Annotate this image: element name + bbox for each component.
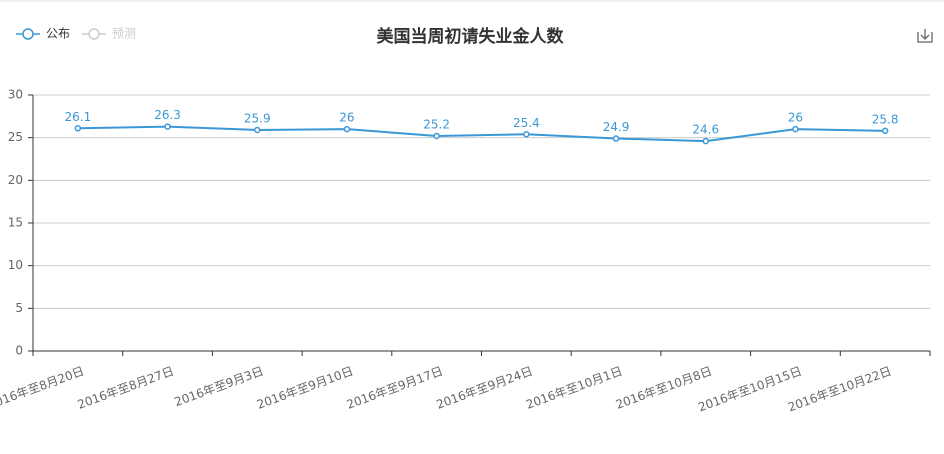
legend-marker (88, 28, 100, 40)
legend-label: 公布 (46, 27, 70, 41)
series-line (77, 125, 886, 143)
point (74, 125, 82, 132)
data-label: 26 (788, 111, 803, 125)
data-label: 25.2 (423, 117, 450, 131)
data-label: 25.8 (872, 112, 899, 126)
data-label: 25.4 (513, 116, 540, 130)
x-tick-label: 2016年至9月24日 (434, 364, 534, 412)
data-label: 26.1 (64, 110, 91, 124)
chart-title: 美国当周初请失业金人数 (377, 26, 565, 47)
point (702, 137, 709, 145)
point (792, 125, 799, 133)
data-label: 25.9 (244, 111, 271, 125)
x-tick-label: 2016年至9月3日 (173, 364, 266, 409)
x-tick-label: 2016年至10月1日 (524, 364, 624, 412)
download-icon[interactable] (917, 29, 933, 43)
y-tick-label: 5 (15, 301, 23, 315)
x-tick-label: 2016年至9月10日 (255, 364, 355, 412)
point (343, 125, 351, 133)
point (254, 126, 261, 134)
x-tick-label: 2016年至8月27日 (76, 364, 176, 412)
y-tick-label: 0 (15, 344, 23, 358)
data-label: 26.3 (154, 108, 181, 122)
x-tick-label: 2016年至9月17日 (345, 364, 445, 412)
data-label: 26 (339, 111, 354, 125)
point (881, 127, 889, 135)
x-tick-label: 2016年至10月22日 (786, 364, 893, 414)
y-tick-label: 15 (8, 216, 23, 230)
data-label: 24.6 (692, 123, 719, 137)
data-label: 24.9 (603, 120, 630, 134)
legend-label: 预测 (112, 27, 136, 41)
y-tick-label: 20 (8, 173, 23, 187)
legend-marker (22, 28, 34, 40)
y-tick-label: 10 (8, 258, 23, 272)
y-tick-label: 25 (8, 130, 23, 144)
point (164, 123, 171, 130)
point (433, 132, 440, 140)
y-tick-label: 30 (8, 88, 23, 102)
point (523, 131, 530, 138)
x-tick-label: 2016年至8月20日 (0, 364, 86, 412)
point (612, 135, 620, 142)
